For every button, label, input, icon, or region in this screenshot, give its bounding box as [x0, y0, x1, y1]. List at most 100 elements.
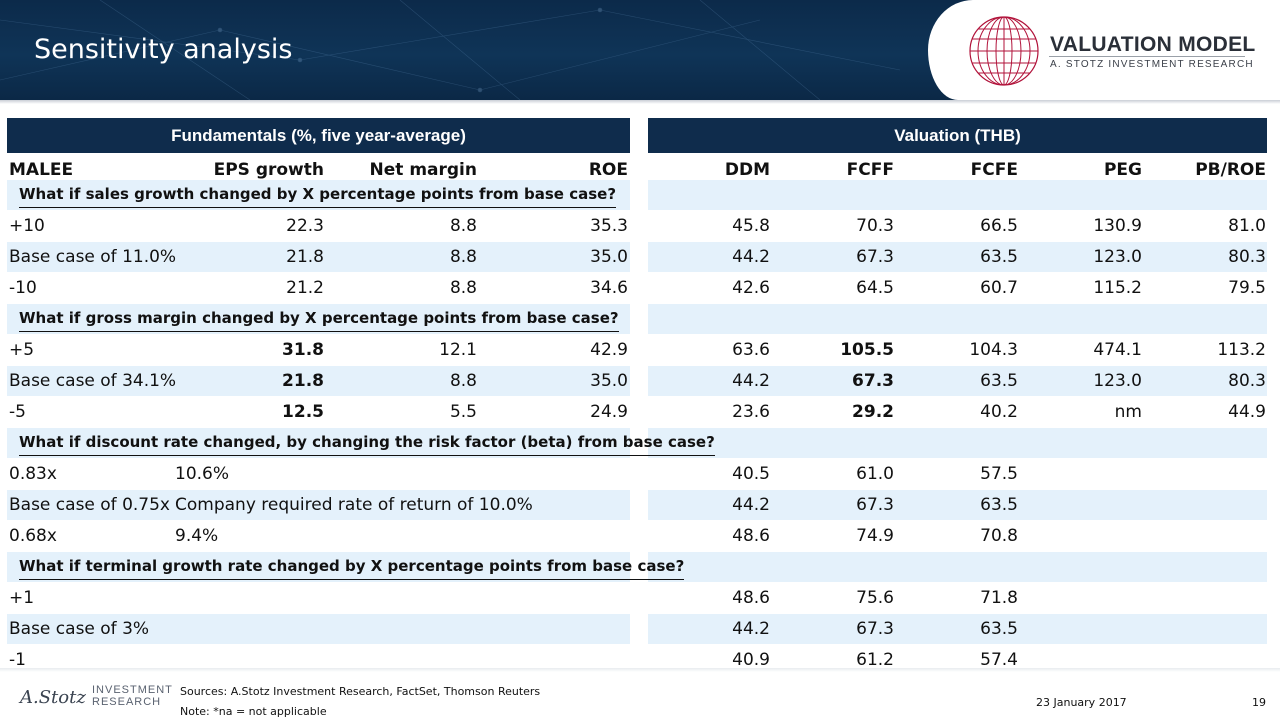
fcfe-cell: 63.5 [980, 495, 1018, 515]
row-highlight [7, 366, 630, 396]
footer-shadow [0, 668, 1280, 672]
question-row-bg [7, 180, 630, 210]
note-text: Note: *na = not applicable [180, 705, 327, 718]
section-question-row: What if discount rate changed, by changi… [0, 428, 1280, 458]
fcff-cell: 61.0 [856, 464, 894, 484]
row-label: 0.68x [9, 526, 57, 546]
row-highlight [648, 614, 1267, 644]
table-row: 0.83x 10.6% 40.5 61.0 57.5 [0, 459, 1280, 489]
ddm-cell: 42.6 [732, 278, 770, 298]
peg-cell: 115.2 [1093, 278, 1142, 298]
table-row: -10 21.2 8.8 34.6 42.6 64.5 60.7 115.2 79.5 [0, 273, 1280, 303]
col-roe: ROE [588, 160, 628, 180]
net-margin-cell: 8.8 [449, 247, 477, 267]
question-row-bg [648, 552, 1267, 582]
col-eps-growth: EPS growth [213, 160, 324, 180]
ddm-cell: 48.6 [732, 588, 770, 608]
fcff-cell: 67.3 [856, 495, 894, 515]
row-label: Base case of 3% [9, 619, 150, 639]
valuation-band: Valuation (THB) [648, 118, 1267, 153]
column-header-row: MALEE EPS growth Net margin ROE DDM FCFF… [0, 155, 1280, 185]
ddm-cell: 48.6 [732, 526, 770, 546]
fcfe-cell: 57.4 [980, 650, 1018, 670]
roe-cell: 35.0 [590, 371, 628, 391]
net-margin-cell: 8.8 [449, 278, 477, 298]
eps-growth-cell: 31.8 [282, 340, 324, 360]
ddm-cell: 63.6 [732, 340, 770, 360]
fcfe-cell: 70.8 [980, 526, 1018, 546]
ddm-cell: 45.8 [732, 216, 770, 236]
eps-growth-cell: 21.2 [286, 278, 324, 298]
ddm-cell: 23.6 [732, 402, 770, 422]
logo-title: VALUATION MODEL [1050, 33, 1256, 56]
pbroe-cell: 80.3 [1228, 371, 1266, 391]
net-margin-cell: 12.1 [439, 340, 477, 360]
roe-cell: 42.9 [590, 340, 628, 360]
question-row-bg [648, 304, 1267, 334]
section-question: What if sales growth changed by X percen… [19, 183, 617, 208]
fcfe-cell: 63.5 [980, 619, 1018, 639]
row-note: 9.4% [175, 526, 219, 546]
fcff-cell: 61.2 [856, 650, 894, 670]
peg-cell: nm [1114, 402, 1142, 422]
row-label: +5 [9, 340, 35, 360]
table-row: Base case of 11.0% 21.8 8.8 35.0 44.2 67.3 63.… [0, 242, 1280, 272]
fcfe-cell: 71.8 [980, 588, 1018, 608]
section-question-row: What if gross margin changed by X percen… [0, 304, 1280, 334]
pbroe-cell: 79.5 [1228, 278, 1266, 298]
row-highlight [7, 490, 630, 520]
pbroe-cell: 44.9 [1228, 402, 1266, 422]
roe-cell: 24.9 [590, 402, 628, 422]
date-text: 23 January 2017 [1036, 696, 1127, 709]
fcfe-cell: 63.5 [980, 371, 1018, 391]
table-row: +5 31.8 12.1 42.9 63.6 105.5 104.3 474.1 113.2 [0, 335, 1280, 365]
section-question-row: What if terminal growth rate changed by … [0, 552, 1280, 582]
ddm-cell: 40.9 [732, 650, 770, 670]
fcff-cell: 105.5 [840, 340, 894, 360]
roe-cell: 34.6 [590, 278, 628, 298]
col-ddm: DDM [724, 160, 770, 180]
pbroe-cell: 81.0 [1228, 216, 1266, 236]
fcfe-cell: 60.7 [980, 278, 1018, 298]
peg-cell: 123.0 [1093, 247, 1142, 267]
table-row: +1 48.6 75.6 71.8 [0, 583, 1280, 613]
col-fcff: FCFF [846, 160, 894, 180]
section-question: What if terminal growth rate changed by … [19, 555, 685, 580]
ddm-cell: 44.2 [732, 619, 770, 639]
roe-cell: 35.0 [590, 247, 628, 267]
section-question-row: What if sales growth changed by X percen… [0, 180, 1280, 210]
pbroe-cell: 80.3 [1228, 247, 1266, 267]
row-note: Company required rate of return of 10.0% [175, 495, 533, 515]
fcff-cell: 67.3 [856, 247, 894, 267]
row-label: +10 [9, 216, 45, 236]
col-company: MALEE [9, 160, 74, 180]
col-pbroe: PB/ROE [1195, 160, 1266, 180]
row-highlight [7, 242, 630, 272]
page-title: Sensitivity analysis [34, 34, 293, 65]
row-label: -1 [9, 650, 26, 670]
section-question: What if discount rate changed, by changi… [19, 431, 715, 456]
question-row-bg [7, 428, 630, 458]
fcfe-cell: 40.2 [980, 402, 1018, 422]
eps-growth-cell: 21.8 [286, 247, 324, 267]
brand-line-2: RESEARCH [92, 696, 162, 708]
header-shadow [0, 100, 1280, 104]
row-label: Base case of 34.1% [9, 371, 177, 391]
table-row: Base case of 0.75x Company required rate … [0, 490, 1280, 520]
peg-cell: 474.1 [1093, 340, 1142, 360]
logo-subtitle: A. STOTZ INVESTMENT RESEARCH [1050, 59, 1254, 70]
fcff-cell: 70.3 [856, 216, 894, 236]
fcff-cell: 67.3 [852, 371, 894, 391]
question-row-bg [648, 428, 1267, 458]
table-row: -1 40.9 61.2 57.4 [0, 645, 1280, 675]
fcff-cell: 29.2 [852, 402, 894, 422]
background-pattern [0, 0, 901, 100]
question-row-bg [648, 180, 1267, 210]
net-margin-cell: 5.5 [449, 402, 477, 422]
ddm-cell: 44.2 [732, 371, 770, 391]
roe-cell: 35.3 [590, 216, 628, 236]
row-label: Base case of 0.75x [9, 495, 170, 515]
fcfe-cell: 63.5 [980, 247, 1018, 267]
logo-divider [1049, 56, 1245, 57]
section-question: What if gross margin changed by X percen… [19, 307, 619, 332]
